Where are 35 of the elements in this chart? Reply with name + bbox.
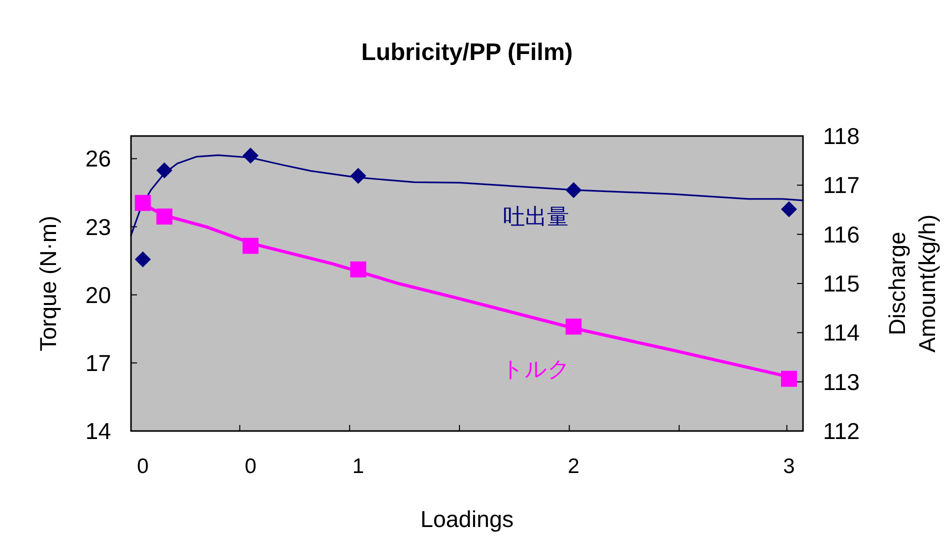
chart-title: Lubricity/PP (Film): [361, 39, 573, 66]
y-tick-label: 17: [85, 350, 111, 376]
y2-tick-label: 117: [823, 172, 860, 198]
point: [350, 168, 366, 184]
series-label: トルク: [501, 356, 570, 382]
y2-tick-label: 112: [823, 418, 860, 444]
point: [134, 251, 151, 268]
point: [156, 208, 172, 225]
y-tick-label: 14: [85, 418, 112, 444]
point: [781, 370, 797, 387]
y2-tick-label: 113: [823, 368, 860, 395]
point: [134, 194, 151, 211]
y2-tick-label: 118: [823, 123, 860, 149]
point: [156, 162, 172, 178]
point: [566, 318, 582, 335]
x-tick-label: 2: [568, 455, 580, 478]
y-tick-label: 26: [85, 146, 111, 172]
x-tick-label: 0: [244, 455, 256, 478]
y2-tick-label: 115: [823, 270, 860, 296]
x-tick-label: 3: [783, 455, 795, 478]
y-tick-label: 23: [85, 214, 111, 240]
y-tick-label: 20: [85, 282, 111, 308]
point: [566, 182, 582, 198]
x-axis-title: Loadings: [420, 506, 514, 532]
series-label: 吐出量: [502, 204, 569, 230]
y2-tick-label: 114: [823, 320, 860, 346]
point: [781, 201, 797, 218]
y2-axis-title: Discharge Amount(kg/h): [884, 214, 940, 353]
x-tick-label: 1: [352, 455, 364, 478]
y-axis-title: Torque (N·m): [35, 216, 61, 352]
point: [242, 238, 259, 254]
x-tick-label: 0: [137, 455, 149, 478]
point: [350, 261, 366, 278]
point: [242, 148, 259, 164]
y2-tick-label: 116: [823, 221, 860, 248]
